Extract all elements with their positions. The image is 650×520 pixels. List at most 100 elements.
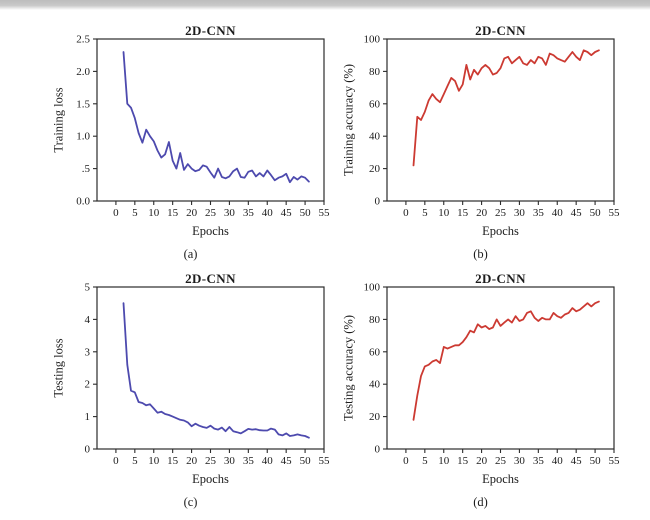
chart-title: 2D-CNN — [185, 271, 236, 286]
x-tick-label: 0 — [113, 455, 119, 467]
data-line — [122, 302, 310, 439]
y-tick-label: 1.0 — [76, 131, 90, 143]
chart-panel-d: 2D-CNN Testing accuracy (%) 0 5 10 15 20 25 30… — [330, 256, 621, 509]
x-tick-label: 50 — [590, 455, 602, 467]
y-tick-label: 2 — [85, 379, 91, 391]
y-tick-label: 0 — [85, 444, 91, 456]
y-tick-label: 80 — [369, 66, 381, 78]
plot-area-d: 0 5 10 15 20 25 30 35 40 45 50 55 0 20 40 60 80 100 — [364, 282, 621, 468]
y-tick-label: 1 — [85, 411, 91, 423]
y-tick-label: 0.0 — [76, 196, 90, 208]
plot-area-a: 0 5 10 15 20 25 30 35 40 45 50 55 0.0 .5 1.0 1.5 2.0 2.5 — [76, 34, 331, 220]
x-tick-label: 10 — [148, 455, 160, 467]
y-tick-label: 5 — [85, 282, 91, 294]
x-tick-label: 15 — [167, 207, 179, 219]
y-tick-label: 20 — [369, 163, 381, 175]
x-tick-label: 25 — [205, 207, 217, 219]
x-tick-label: 55 — [319, 207, 331, 219]
plot-frame — [96, 286, 325, 450]
chart-title: 2D-CNN — [475, 271, 526, 286]
x-tick-label: 15 — [457, 455, 469, 467]
x-tick-label: 10 — [438, 455, 450, 467]
data-line — [412, 49, 600, 167]
chart-title: 2D-CNN — [185, 23, 236, 38]
x-tick-label: 30 — [514, 207, 526, 219]
y-tick-label: 2.5 — [76, 34, 90, 46]
plot-frame — [386, 286, 615, 450]
x-tick-label: 55 — [319, 455, 331, 467]
x-tick-label: 40 — [262, 455, 274, 467]
x-tick-label: 5 — [132, 455, 138, 467]
x-tick-label: 20 — [186, 455, 198, 467]
x-tick-label: 30 — [224, 207, 236, 219]
x-axis-label: Epochs — [192, 472, 229, 486]
x-tick-label: 10 — [148, 207, 160, 219]
x-axis-label: Epochs — [192, 224, 229, 238]
x-tick-label: 35 — [533, 455, 545, 467]
x-tick-label: 50 — [300, 207, 312, 219]
y-tick-label: 60 — [369, 346, 381, 358]
x-tick-label: 50 — [590, 207, 602, 219]
x-tick-label: 20 — [476, 455, 488, 467]
chart-panel-c: 2D-CNN Testing loss 0 5 10 15 20 25 30 35 40 45 50… — [40, 256, 331, 509]
y-tick-label: 100 — [364, 34, 381, 46]
x-tick-label: 25 — [495, 207, 507, 219]
x-tick-label: 5 — [132, 207, 138, 219]
x-tick-label: 45 — [571, 207, 583, 219]
y-tick-label: 40 — [369, 379, 381, 391]
x-tick-label: 30 — [224, 455, 236, 467]
y-tick-label: 3 — [85, 346, 91, 358]
panel-caption: (d) — [473, 495, 488, 509]
y-tick-label: 60 — [369, 98, 381, 110]
x-tick-label: 15 — [167, 455, 179, 467]
data-line — [412, 300, 600, 421]
plot-area-b: 0 5 10 15 20 25 30 35 40 45 50 55 0 20 40 60 80 100 — [364, 34, 621, 220]
x-tick-label: 40 — [552, 207, 564, 219]
x-tick-label: 0 — [403, 207, 409, 219]
panel-caption: (b) — [473, 247, 488, 261]
chart-panel-a: 2D-CNN Training loss 0 5 10 15 20 25 30 35 40 45 5… — [40, 8, 331, 261]
plot-frame — [96, 38, 325, 202]
chart-title: 2D-CNN — [475, 23, 526, 38]
panel-caption: (a) — [183, 247, 198, 261]
y-tick-label: 20 — [369, 411, 381, 423]
y-tick-label: 40 — [369, 131, 381, 143]
x-tick-label: 55 — [609, 207, 621, 219]
y-tick-label: 100 — [364, 282, 381, 294]
x-tick-label: 35 — [533, 207, 545, 219]
y-tick-label: 80 — [369, 314, 381, 326]
x-tick-label: 40 — [552, 455, 564, 467]
x-axis-label: Epochs — [482, 224, 519, 238]
chart-panel-b: 2D-CNN Training accuracy (%) 0 5 10 15 20 25 3… — [330, 8, 621, 261]
x-tick-label: 25 — [205, 455, 217, 467]
x-tick-label: 40 — [262, 207, 274, 219]
x-tick-label: 50 — [300, 455, 312, 467]
y-tick-label: 4 — [85, 314, 91, 326]
data-line — [122, 51, 310, 184]
x-tick-label: 45 — [281, 455, 293, 467]
y-tick-label: 0 — [375, 444, 381, 456]
x-tick-label: 55 — [609, 455, 621, 467]
x-tick-label: 35 — [243, 207, 255, 219]
panel-caption: (c) — [183, 495, 198, 509]
x-axis-label: Epochs — [482, 472, 519, 486]
x-tick-label: 45 — [281, 207, 293, 219]
x-tick-label: 20 — [476, 207, 488, 219]
page-edge-strip — [0, 0, 650, 10]
x-tick-label: 15 — [457, 207, 469, 219]
x-tick-label: 5 — [422, 207, 428, 219]
x-tick-label: 20 — [186, 207, 198, 219]
x-tick-label: 30 — [514, 455, 526, 467]
x-tick-label: 35 — [243, 455, 255, 467]
x-tick-label: 10 — [438, 207, 450, 219]
x-tick-label: 5 — [422, 455, 428, 467]
x-tick-label: 45 — [571, 455, 583, 467]
x-tick-label: 0 — [113, 207, 119, 219]
y-tick-label: .5 — [82, 163, 91, 175]
x-tick-label: 25 — [495, 455, 507, 467]
x-tick-label: 0 — [403, 455, 409, 467]
y-tick-label: 2.0 — [76, 66, 90, 78]
y-tick-label: 1.5 — [76, 98, 90, 110]
